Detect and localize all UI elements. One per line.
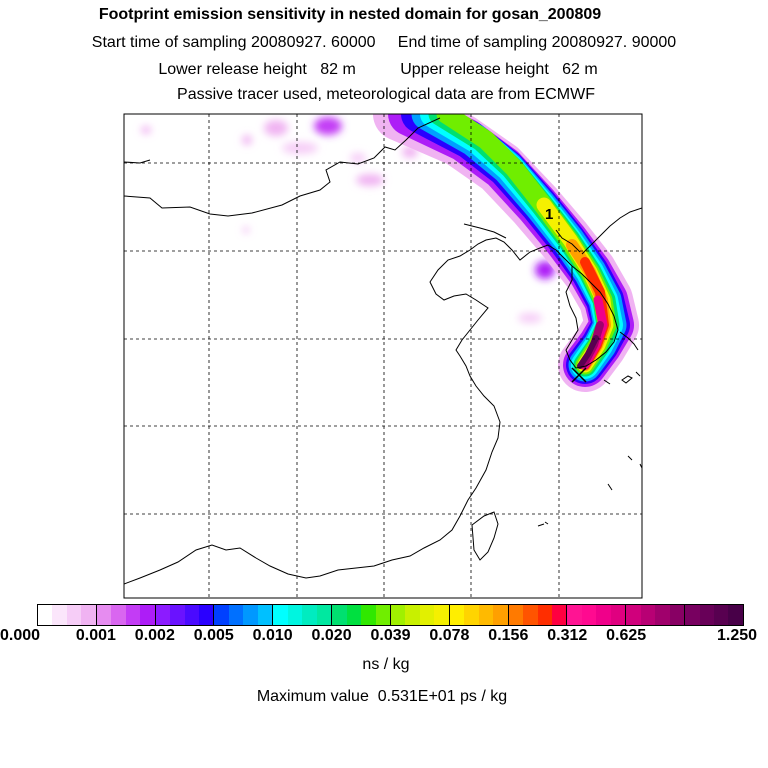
colorbar-swatch — [243, 605, 258, 625]
colorbar-swatch — [361, 605, 376, 625]
colorbar-swatch — [464, 605, 479, 625]
colorbar-swatch — [155, 605, 171, 625]
colorbar-swatch — [714, 605, 729, 625]
sampling-time-line: Start time of sampling 20080927. 60000 E… — [91, 34, 677, 51]
colorbar-swatch — [434, 605, 449, 625]
colorbar-swatch — [184, 605, 200, 625]
colorbar-swatch — [508, 605, 524, 625]
colorbar-segment — [332, 605, 391, 625]
colorbar-swatch — [537, 605, 552, 625]
colorbar-swatch — [302, 605, 317, 625]
release-height-line: Lower release height 82 m Upper release … — [158, 61, 598, 78]
colorbar-segment — [273, 605, 333, 625]
footprint-map: 1 — [123, 113, 643, 599]
coastlines — [124, 117, 642, 585]
colorbar-segment — [96, 605, 156, 625]
colorbar-swatch — [214, 605, 229, 625]
colorbar-swatch — [52, 605, 67, 625]
colorbar-swatch — [228, 605, 244, 625]
maximum-value: Maximum value 0.531E+01 ps / kg — [256, 688, 508, 705]
colorbar-tick-label: 0.625 — [606, 627, 647, 644]
colorbar-swatch — [596, 605, 611, 625]
receptor-marker — [571, 367, 587, 383]
colorbar-tick-label: 0.001 — [75, 627, 116, 644]
sensitivity-plume — [373, 114, 639, 392]
map-frame — [123, 113, 643, 599]
colorbar-tick-label: 0.002 — [134, 627, 175, 644]
colorbar-swatch — [699, 605, 715, 625]
colorbar-swatch — [140, 605, 155, 625]
colorbar-swatch — [449, 605, 465, 625]
colorbar-swatch — [610, 605, 626, 625]
colorbar-swatch — [567, 605, 582, 625]
colorbar-swatch — [199, 605, 214, 625]
colorbar-swatch — [390, 605, 406, 625]
colorbar-swatch — [375, 605, 390, 625]
colorbar-segment — [214, 605, 274, 625]
colorbar-segment — [626, 605, 686, 625]
colorbar-segment — [449, 605, 509, 625]
marker-label: 1 — [545, 206, 553, 223]
colorbar-swatch — [81, 605, 96, 625]
colorbar-swatch — [523, 605, 538, 625]
colorbar-tick-label: 0.010 — [252, 627, 293, 644]
colorbar-swatch — [493, 605, 508, 625]
colorbar-swatch — [405, 605, 420, 625]
colorbar-tick-label: 1.250 — [716, 627, 758, 644]
colorbar-tick-label: 0.005 — [193, 627, 234, 644]
colorbar-tick-label: 0.000 — [0, 627, 41, 644]
colorbar-swatch — [287, 605, 303, 625]
plot-title: Footprint emission sensitivity in nested… — [98, 6, 602, 23]
colorbar-ticks: 0.000 0.001 0.002 0.005 0.010 0.020 0.039 0.078… — [0, 627, 768, 647]
colorbar-swatch — [626, 605, 641, 625]
graticule — [124, 114, 642, 598]
colorbar-swatch — [685, 605, 700, 625]
colorbar-swatch — [38, 605, 53, 625]
colorbar-swatch — [66, 605, 82, 625]
colorbar-swatch — [125, 605, 141, 625]
colorbar-swatch — [419, 605, 435, 625]
colorbar-swatch — [728, 605, 743, 625]
colorbar-swatch — [170, 605, 185, 625]
colorbar-swatch — [581, 605, 597, 625]
colorbar-swatch — [478, 605, 494, 625]
colorbar-swatch — [257, 605, 273, 625]
colorbar-segment — [508, 605, 568, 625]
colorbar-swatch — [111, 605, 126, 625]
colorbar-segment — [390, 605, 450, 625]
colorbar-segment — [155, 605, 215, 625]
colorbar-segment — [38, 605, 97, 625]
colorbar-swatch — [640, 605, 656, 625]
colorbar-swatch — [669, 605, 685, 625]
colorbar-swatch — [316, 605, 332, 625]
colorbar-unit: ns / kg — [362, 656, 410, 673]
colorbar-segment — [567, 605, 627, 625]
colorbar-tick-label: 0.312 — [547, 627, 588, 644]
colorbar-segment — [685, 605, 743, 625]
colorbar-swatch — [551, 605, 567, 625]
tracer-info-line: Passive tracer used, meteorological data… — [177, 86, 595, 103]
colorbar-tick-label: 0.020 — [311, 627, 352, 644]
colorbar-swatch — [332, 605, 347, 625]
colorbar-swatch — [655, 605, 670, 625]
colorbar-swatch — [346, 605, 362, 625]
colorbar-tick-label: 0.078 — [429, 627, 470, 644]
colorbar — [37, 604, 744, 626]
colorbar-tick-label: 0.039 — [370, 627, 411, 644]
colorbar-tick-label: 0.156 — [488, 627, 529, 644]
colorbar-swatch — [96, 605, 112, 625]
colorbar-swatch — [273, 605, 288, 625]
